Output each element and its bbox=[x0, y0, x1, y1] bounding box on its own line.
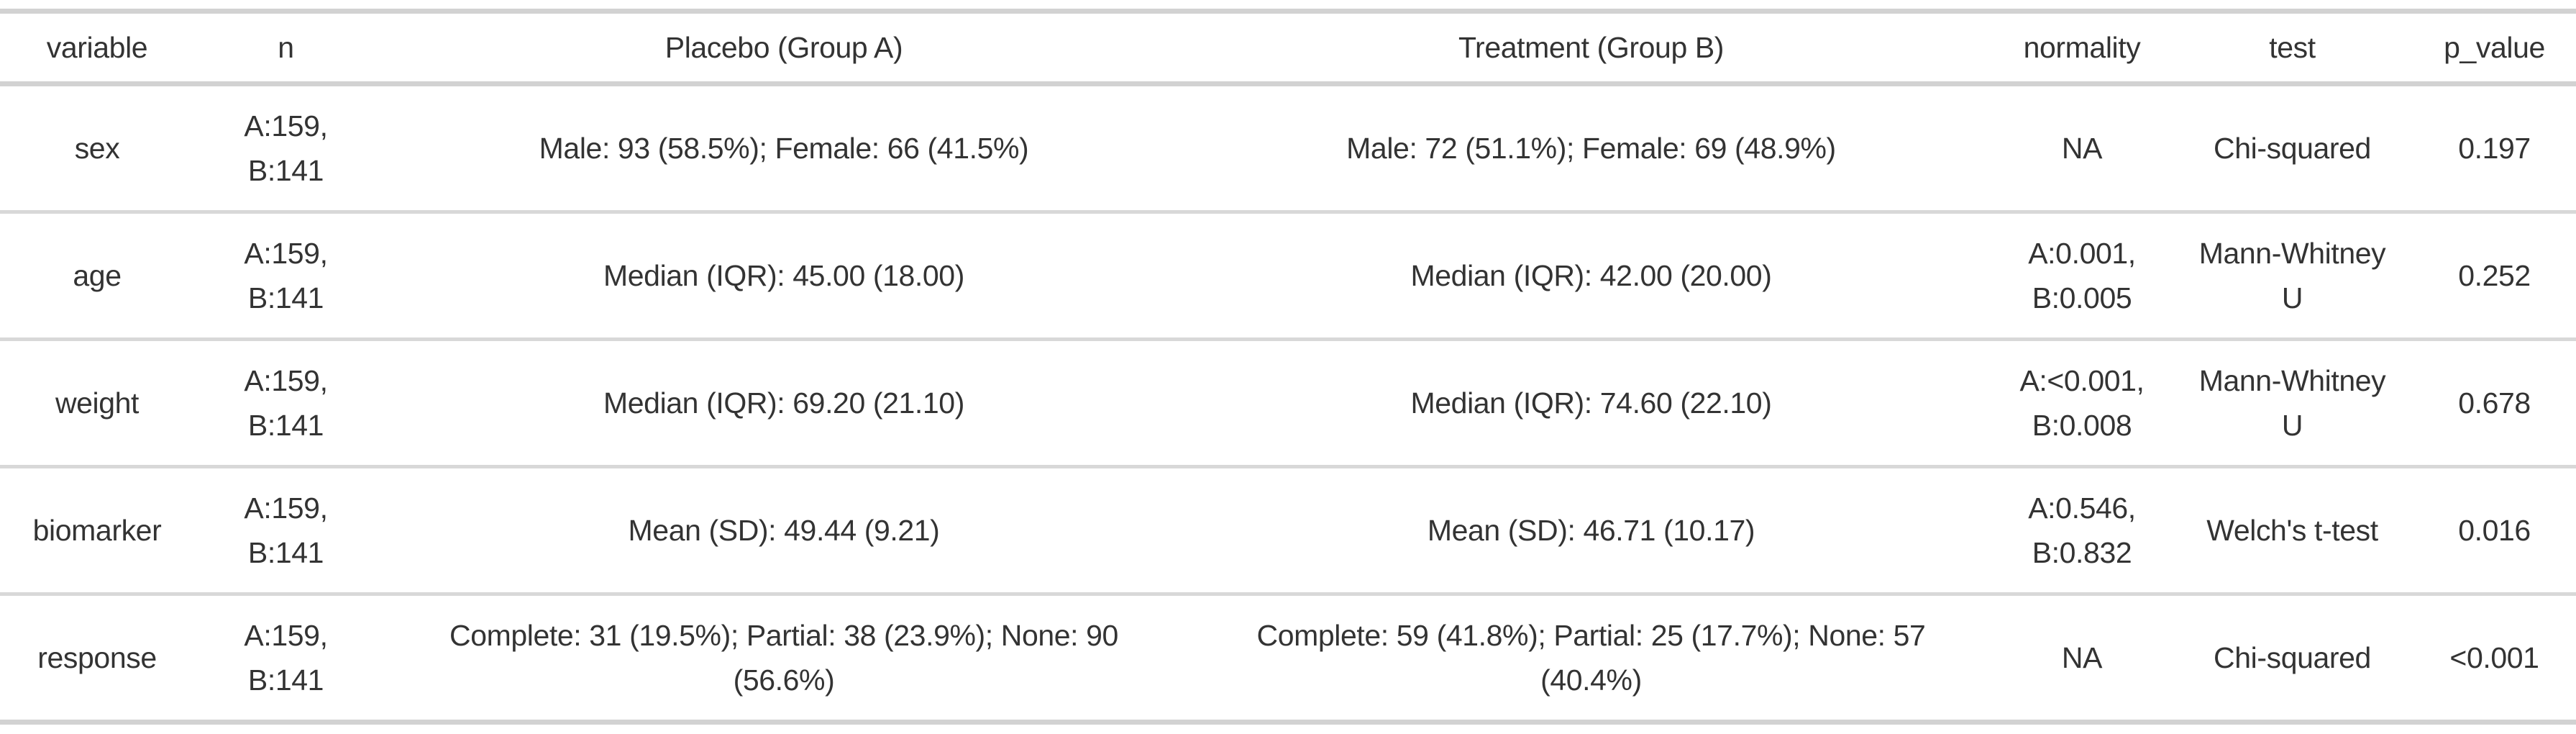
cell-placebo: Mean (SD): 49.44 (9.21) bbox=[628, 514, 940, 547]
table-row-age: age A:159, B:141 Median (IQR): 45.00 (18… bbox=[0, 214, 2576, 337]
row-divider bbox=[0, 465, 2576, 468]
cell-test: Mann-Whitney U bbox=[2198, 364, 2386, 442]
row-divider bbox=[0, 337, 2576, 341]
cell-n: A:159, B:141 bbox=[244, 109, 328, 187]
column-header-placebo: Placebo (Group A) bbox=[664, 31, 903, 64]
cell-n: A:159, B:141 bbox=[244, 491, 328, 569]
cell-normality: NA bbox=[2061, 132, 2103, 165]
header-row: variable n Placebo (Group A) Treatment (… bbox=[0, 14, 2576, 81]
cell-variable: weight bbox=[55, 386, 140, 420]
cell-treatment: Median (IQR): 42.00 (20.00) bbox=[1410, 259, 1772, 292]
cell-n: A:159, B:141 bbox=[244, 237, 328, 314]
cell-p-value: 0.678 bbox=[2458, 386, 2531, 420]
cell-normality: A:0.546, B:0.832 bbox=[2028, 491, 2136, 569]
cell-placebo: Male: 93 (58.5%); Female: 66 (41.5%) bbox=[539, 132, 1029, 165]
cell-normality: A:<0.001, B:0.008 bbox=[2019, 364, 2145, 442]
top-border bbox=[0, 9, 2576, 14]
cell-variable: response bbox=[37, 641, 157, 674]
column-header-n: n bbox=[278, 31, 294, 64]
column-header-test: test bbox=[2269, 31, 2316, 64]
cell-normality: A:0.001, B:0.005 bbox=[2028, 237, 2136, 314]
table-row-response: response A:159, B:141 Complete: 31 (19.5… bbox=[0, 596, 2576, 720]
cell-treatment: Mean (SD): 46.71 (10.17) bbox=[1427, 514, 1755, 547]
cell-n: A:159, B:141 bbox=[244, 364, 328, 442]
cell-treatment: Median (IQR): 74.60 (22.10) bbox=[1410, 386, 1772, 420]
cell-variable: biomarker bbox=[32, 514, 162, 547]
column-header-normality: normality bbox=[2023, 31, 2141, 64]
cell-variable: age bbox=[73, 259, 122, 292]
table-row-weight: weight A:159, B:141 Median (IQR): 69.20 … bbox=[0, 341, 2576, 465]
row-divider bbox=[0, 210, 2576, 214]
column-header-variable: variable bbox=[46, 31, 148, 64]
table-row-biomarker: biomarker A:159, B:141 Mean (SD): 49.44 … bbox=[0, 468, 2576, 592]
cell-p-value: 0.252 bbox=[2458, 259, 2531, 292]
top-margin bbox=[0, 0, 2576, 9]
cell-treatment: Male: 72 (51.1%); Female: 69 (48.9%) bbox=[1346, 132, 1836, 165]
cell-p-value: 0.016 bbox=[2458, 514, 2531, 547]
row-divider bbox=[0, 592, 2576, 596]
cell-test: Welch's t-test bbox=[2206, 514, 2378, 547]
column-header-p-value: p_value bbox=[2444, 31, 2545, 64]
cell-p-value: 0.197 bbox=[2458, 132, 2531, 165]
cell-n: A:159, B:141 bbox=[244, 619, 328, 697]
table-row-sex: sex A:159, B:141 Male: 93 (58.5%); Femal… bbox=[0, 86, 2576, 210]
cell-treatment: Complete: 59 (41.8%); Partial: 25 (17.7%… bbox=[1256, 619, 1926, 697]
cell-test: Chi-squared bbox=[2214, 641, 2371, 674]
column-header-treatment: Treatment (Group B) bbox=[1458, 31, 1725, 64]
cell-test: Mann-Whitney U bbox=[2198, 237, 2386, 314]
cell-variable: sex bbox=[74, 132, 120, 165]
cell-placebo: Complete: 31 (19.5%); Partial: 38 (23.9%… bbox=[449, 619, 1118, 697]
header-border bbox=[0, 81, 2576, 86]
bottom-border bbox=[0, 720, 2576, 725]
cell-placebo: Median (IQR): 69.20 (21.10) bbox=[603, 386, 964, 420]
cell-test: Chi-squared bbox=[2214, 132, 2371, 165]
cell-placebo: Median (IQR): 45.00 (18.00) bbox=[603, 259, 964, 292]
cell-normality: NA bbox=[2061, 641, 2103, 674]
cell-p-value: <0.001 bbox=[2449, 641, 2539, 674]
